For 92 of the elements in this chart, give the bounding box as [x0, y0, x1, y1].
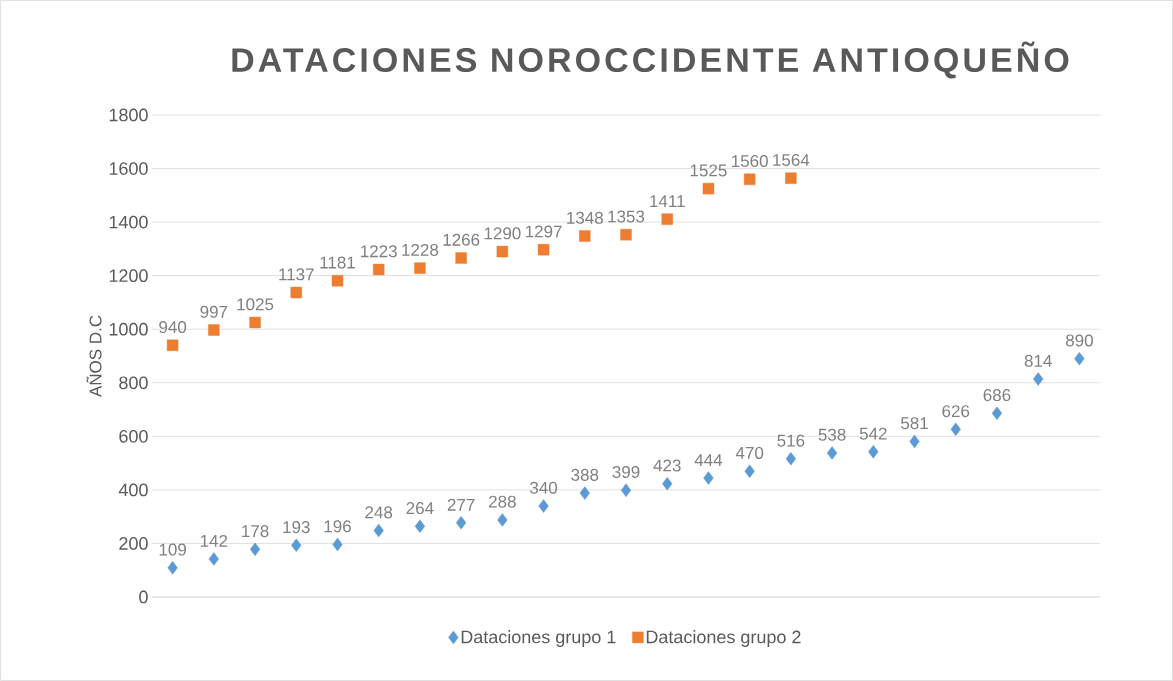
point: [785, 452, 796, 466]
data-label: 196: [324, 520, 351, 533]
y-tick-label: 1000: [109, 322, 148, 336]
point: [331, 275, 344, 287]
data-label: 1137: [279, 268, 314, 281]
point: [620, 228, 632, 241]
data-label: 516: [777, 434, 805, 447]
point: [456, 516, 467, 530]
point: [249, 542, 261, 557]
y-tick-label: 600: [119, 429, 148, 443]
point: [950, 422, 961, 437]
point: [909, 434, 920, 449]
data-label: 1525: [690, 164, 727, 177]
point: [291, 538, 302, 553]
data-label: 248: [365, 506, 393, 519]
y-tick-label: 0: [139, 590, 148, 604]
point: [702, 182, 715, 195]
point: [332, 537, 343, 552]
point: [827, 446, 838, 460]
data-label: 193: [283, 521, 310, 534]
point: [208, 552, 219, 566]
point: [620, 483, 632, 497]
data-label: 581: [901, 417, 928, 430]
data-label: 686: [983, 389, 1011, 402]
point: [414, 262, 426, 274]
point: [208, 324, 220, 336]
data-label: 388: [571, 468, 599, 481]
y-tick-label: 800: [119, 376, 148, 390]
point: [455, 252, 467, 264]
data-label: 1348: [567, 211, 603, 224]
data-label: 814: [1024, 354, 1052, 367]
data-label: 1297: [525, 225, 562, 238]
point: [662, 477, 673, 491]
point: [497, 513, 508, 527]
y-tick-label: 1800: [109, 108, 148, 122]
data-label: 538: [818, 428, 846, 441]
data-label: 1353: [608, 210, 645, 223]
point: [496, 245, 509, 258]
legend-label: Dataciones grupo 2: [646, 630, 801, 647]
point: [785, 172, 797, 184]
y-tick-label: 1600: [109, 162, 148, 175]
y-tick-label: 400: [118, 483, 148, 497]
point: [991, 406, 1003, 420]
point: [703, 471, 714, 485]
data-label: 264: [406, 502, 434, 515]
data-label: 1411: [650, 195, 685, 207]
point: [744, 464, 755, 478]
point: [537, 243, 550, 256]
point: [538, 499, 549, 513]
data-label: 423: [653, 459, 681, 472]
data-label: 288: [489, 495, 516, 508]
data-label: 890: [1065, 334, 1093, 347]
data-label: 1266: [443, 233, 480, 246]
data-label: 340: [530, 481, 558, 494]
point: [249, 316, 261, 329]
data-label: 1290: [484, 227, 521, 240]
chart-title: DATACIONES NOROCCIDENTE ANTIOQUEÑO: [232, 41, 1069, 79]
point: [1033, 372, 1044, 386]
data-label: 940: [159, 321, 187, 334]
legend-label: Dataciones grupo 1: [461, 630, 616, 647]
data-label: 626: [942, 405, 970, 418]
data-label: 277: [447, 498, 475, 511]
point: [166, 339, 179, 351]
data-label: 997: [200, 305, 228, 318]
data-label: 399: [612, 465, 640, 478]
data-label: 1025: [237, 298, 274, 311]
y-axis-title: AÑOS D.C: [86, 315, 102, 398]
point: [868, 445, 879, 459]
point: [579, 486, 590, 500]
point: [743, 173, 756, 185]
point: [167, 561, 178, 575]
point: [661, 213, 673, 225]
data-label: 142: [200, 534, 228, 547]
data-label: 1560: [732, 155, 768, 168]
data-label: 1223: [361, 245, 397, 258]
point: [290, 286, 302, 299]
point: [579, 230, 591, 242]
y-tick-label: 200: [119, 537, 148, 550]
point: [1074, 351, 1085, 366]
point: [373, 263, 385, 276]
data-label: 109: [159, 543, 186, 556]
data-label: 470: [735, 446, 764, 459]
data-label: 178: [242, 525, 269, 538]
data-label: 1181: [320, 256, 355, 269]
point: [414, 519, 425, 534]
point: [373, 523, 384, 538]
data-label: 1228: [402, 243, 439, 256]
data-label: 1564: [773, 153, 810, 166]
y-tick-label: 1200: [109, 269, 148, 283]
y-tick-label: 1400: [109, 215, 148, 229]
data-label: 444: [694, 454, 723, 466]
data-label: 542: [859, 427, 887, 440]
